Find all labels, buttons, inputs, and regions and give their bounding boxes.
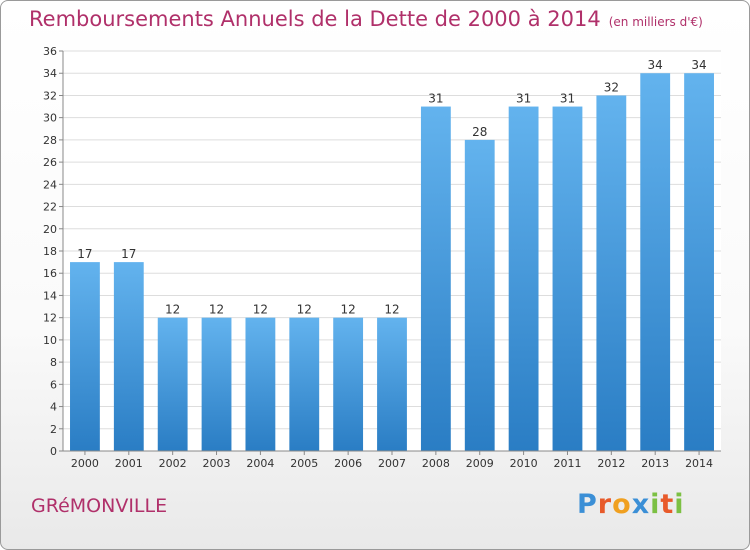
x-tick-label: 2013 — [641, 457, 669, 470]
bar — [420, 106, 451, 452]
bar — [289, 317, 320, 451]
y-tick-label: 18 — [43, 245, 57, 258]
x-tick-label: 2000 — [71, 457, 99, 470]
x-tick-label: 2001 — [115, 457, 143, 470]
y-tick-label: 34 — [43, 67, 57, 80]
bar — [377, 317, 407, 451]
x-tick-label: 2010 — [510, 457, 538, 470]
data-label: 12 — [165, 303, 180, 317]
data-label: 34 — [648, 58, 663, 72]
y-tick-label: 4 — [50, 401, 57, 414]
data-label: 12 — [340, 303, 355, 317]
y-tick-label: 14 — [43, 289, 57, 302]
bar — [684, 73, 714, 451]
y-tick-label: 20 — [43, 223, 57, 236]
commune-name: GRéMONVILLE — [31, 495, 168, 517]
title-unit: (en milliers d'€) — [608, 15, 703, 29]
bar — [201, 317, 232, 451]
bar — [552, 106, 583, 452]
bar — [508, 106, 539, 452]
x-tick-label: 2003 — [203, 457, 231, 470]
x-tick-label: 2005 — [290, 457, 318, 470]
y-tick-label: 6 — [50, 378, 57, 391]
bar — [113, 262, 144, 451]
title-text: Remboursements Annuels de la Dette de 20… — [29, 7, 601, 31]
y-tick-label: 22 — [43, 201, 57, 214]
y-tick-label: 30 — [43, 112, 57, 125]
data-label: 17 — [77, 247, 92, 261]
x-tick-label: 2012 — [597, 457, 625, 470]
bar — [70, 262, 100, 451]
y-tick-label: 2 — [50, 423, 57, 436]
bar — [596, 95, 627, 451]
x-tick-label: 2014 — [685, 457, 713, 470]
bar — [464, 139, 495, 451]
data-label: 31 — [516, 92, 531, 106]
data-label: 17 — [121, 247, 136, 261]
x-tick-label: 2007 — [378, 457, 406, 470]
bar — [157, 317, 188, 451]
y-tick-label: 0 — [50, 445, 57, 458]
data-label: 32 — [604, 80, 619, 94]
y-tick-label: 12 — [43, 312, 57, 325]
data-label: 31 — [428, 92, 443, 106]
x-tick-label: 2011 — [553, 457, 581, 470]
data-label: 34 — [691, 58, 706, 72]
bar — [333, 317, 364, 451]
data-label: 12 — [297, 303, 312, 317]
y-tick-label: 28 — [43, 134, 57, 147]
bar — [640, 73, 671, 451]
x-tick-label: 2009 — [466, 457, 494, 470]
y-tick-label: 32 — [43, 89, 57, 102]
data-label: 12 — [209, 303, 224, 317]
y-tick-label: 16 — [43, 267, 57, 280]
x-tick-label: 2004 — [246, 457, 274, 470]
y-tick-label: 36 — [43, 45, 57, 58]
y-tick-label: 10 — [43, 334, 57, 347]
bar — [245, 317, 276, 451]
y-tick-label: 8 — [50, 356, 57, 369]
data-label: 12 — [253, 303, 268, 317]
x-tick-label: 2006 — [334, 457, 362, 470]
y-tick-label: 24 — [43, 178, 57, 191]
x-tick-label: 2008 — [422, 457, 450, 470]
y-tick-label: 26 — [43, 156, 57, 169]
x-tick-label: 2002 — [159, 457, 187, 470]
chart-title: Remboursements Annuels de la Dette de 20… — [29, 7, 703, 31]
proxiti-logo: Proxiti — [577, 489, 685, 520]
data-label: 31 — [560, 92, 575, 106]
data-label: 12 — [384, 303, 399, 317]
data-label: 28 — [472, 125, 487, 139]
